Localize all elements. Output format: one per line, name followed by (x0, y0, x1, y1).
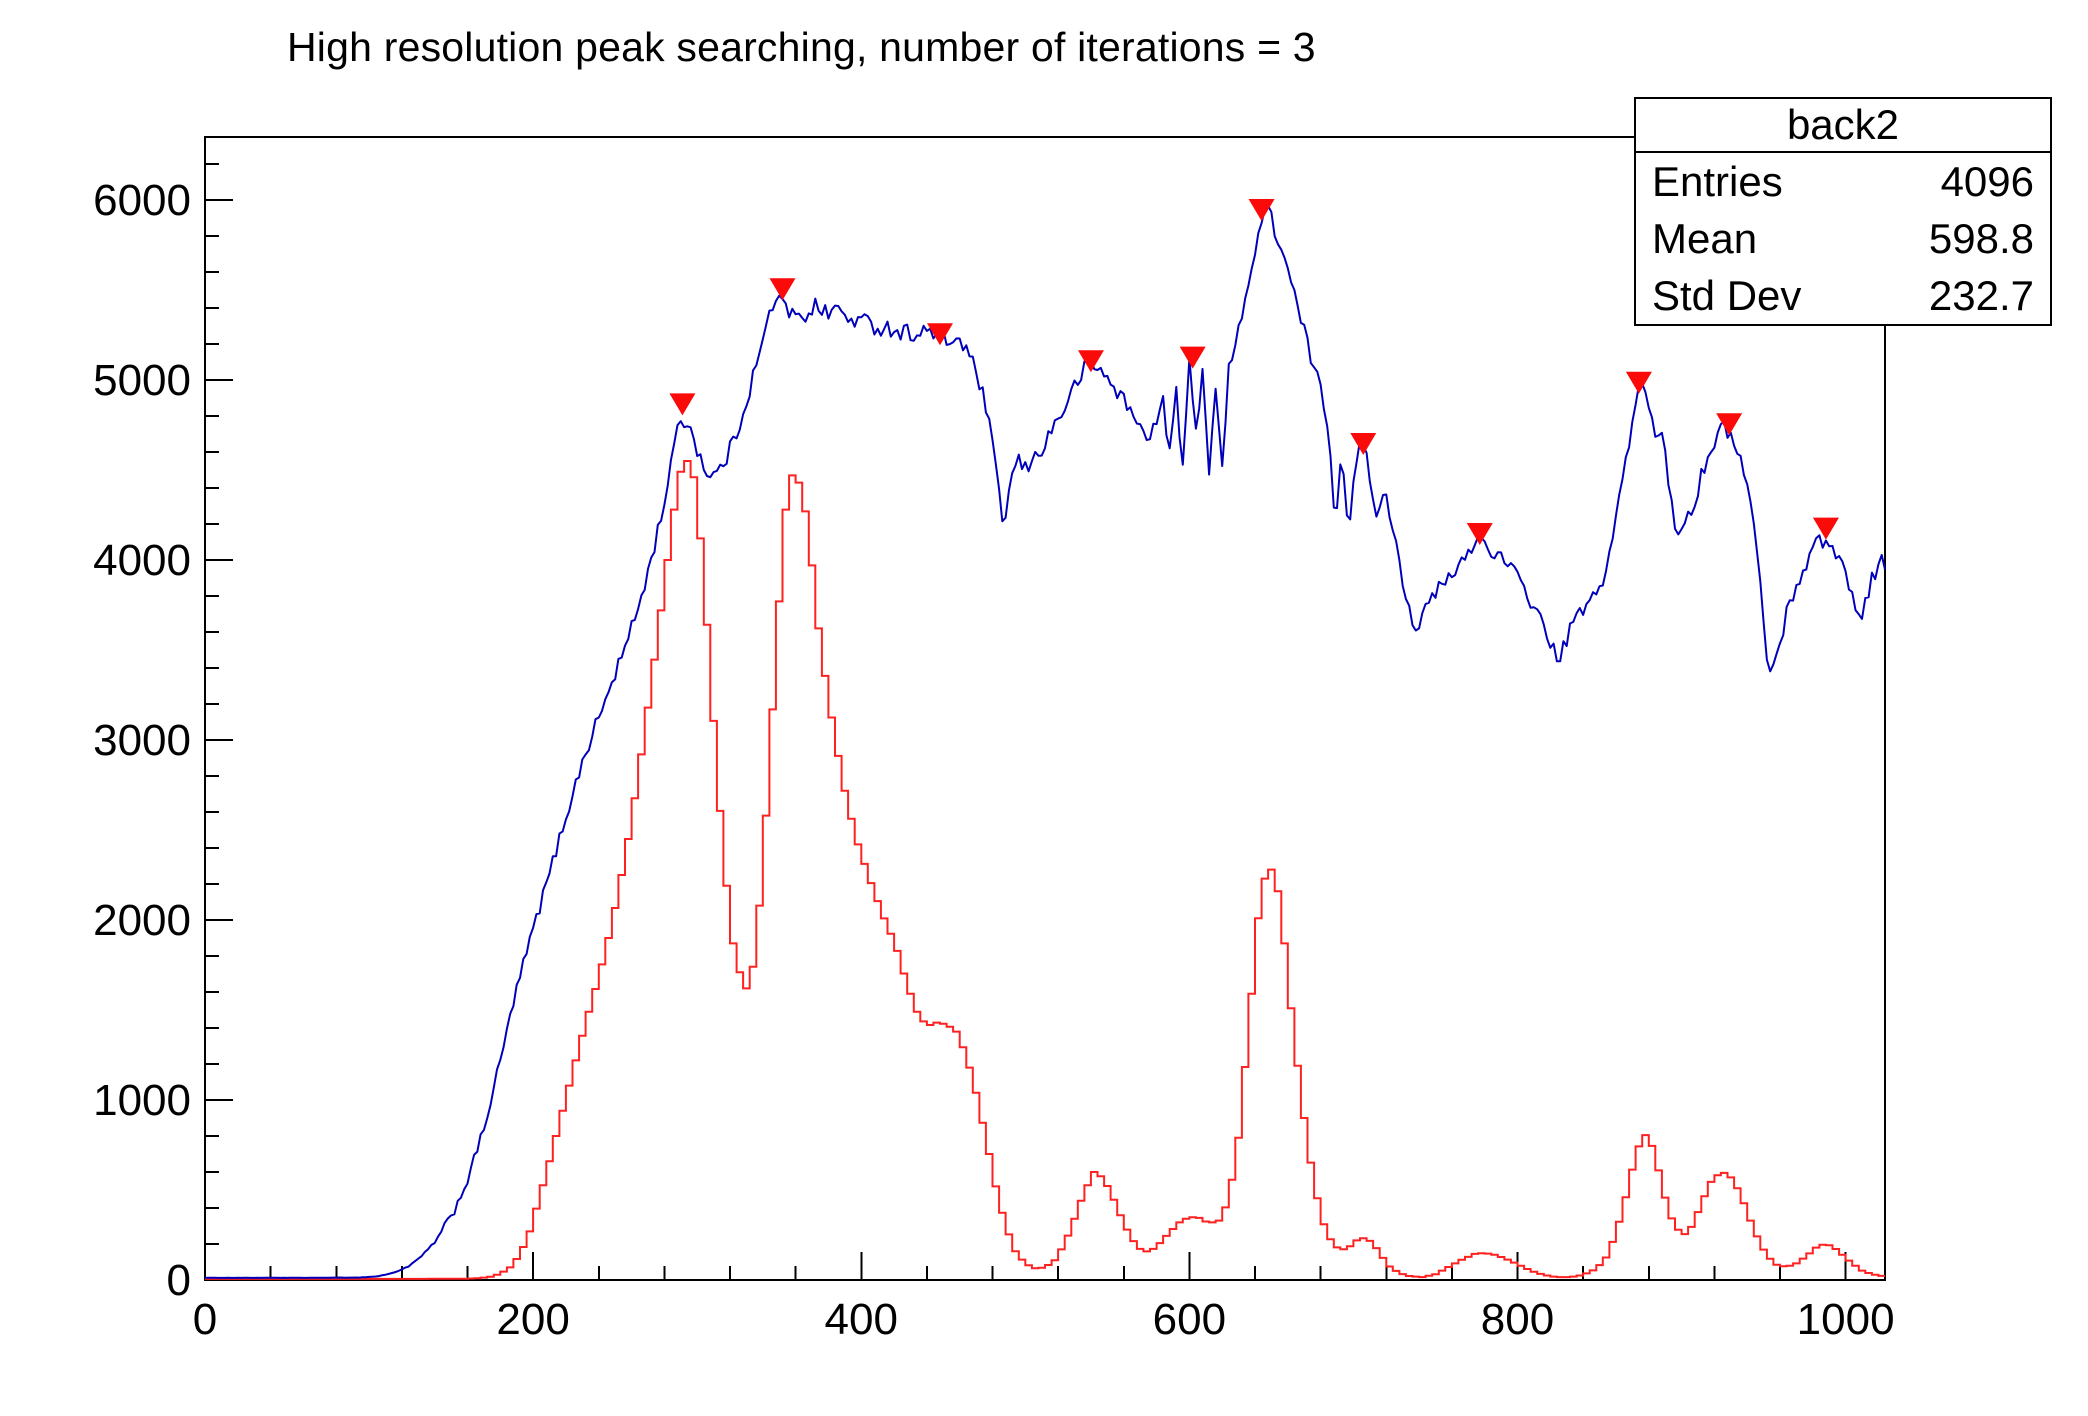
peak-marker (1716, 413, 1743, 436)
peak-marker (927, 323, 953, 346)
y-tick-label: 2000 (93, 896, 191, 945)
plot-frame (204, 136, 1886, 1281)
stats-mean-label: Mean (1652, 214, 1758, 262)
y-tick-label: 1000 (93, 1076, 191, 1125)
stats-box-title: back2 (1636, 99, 2050, 153)
chart-title: High resolution peak searching, number o… (287, 24, 1316, 70)
y-tick-label: 6000 (93, 176, 191, 225)
peak-marker (769, 278, 796, 301)
stats-entries-row: Entries 4096 (1636, 153, 2050, 210)
stats-mean-value: 598.8 (1928, 214, 2034, 262)
x-tick-label: 600 (1153, 1295, 1226, 1344)
peak-marker (1812, 517, 1839, 540)
x-tick-label: 400 (825, 1295, 898, 1344)
stats-mean-row: Mean 598.8 (1636, 210, 2050, 267)
y-tick-label: 4000 (93, 536, 191, 585)
series-line-estimated-peaks (205, 460, 1885, 1280)
peak-marker (1179, 346, 1206, 369)
peak-marker (1350, 433, 1377, 455)
peak-marker (1248, 199, 1275, 221)
series-line-source-spectrum (204, 204, 1886, 1279)
x-tick-label: 200 (496, 1295, 569, 1344)
x-tick-label: 800 (1481, 1295, 1554, 1344)
x-tick-label: 1000 (1797, 1295, 1895, 1344)
peak-marker (1625, 371, 1652, 394)
y-tick-label: 5000 (93, 356, 191, 405)
stats-stddev-value: 232.7 (1928, 271, 2034, 319)
y-tick-label: 0 (167, 1256, 191, 1305)
x-tick-label: 0 (193, 1295, 217, 1344)
y-tick-label: 3000 (93, 716, 191, 765)
stats-stddev-row: Std Dev 232.7 (1636, 267, 2050, 324)
peak-marker (1466, 523, 1493, 545)
stats-box: back2 Entries 4096 Mean 598.8 Std Dev 23… (1634, 97, 2052, 326)
peak-marker (669, 393, 696, 416)
stats-entries-value: 4096 (1940, 157, 2034, 205)
stats-stddev-label: Std Dev (1652, 271, 1802, 319)
peak-marker (1077, 350, 1104, 373)
stats-entries-label: Entries (1652, 157, 1783, 205)
